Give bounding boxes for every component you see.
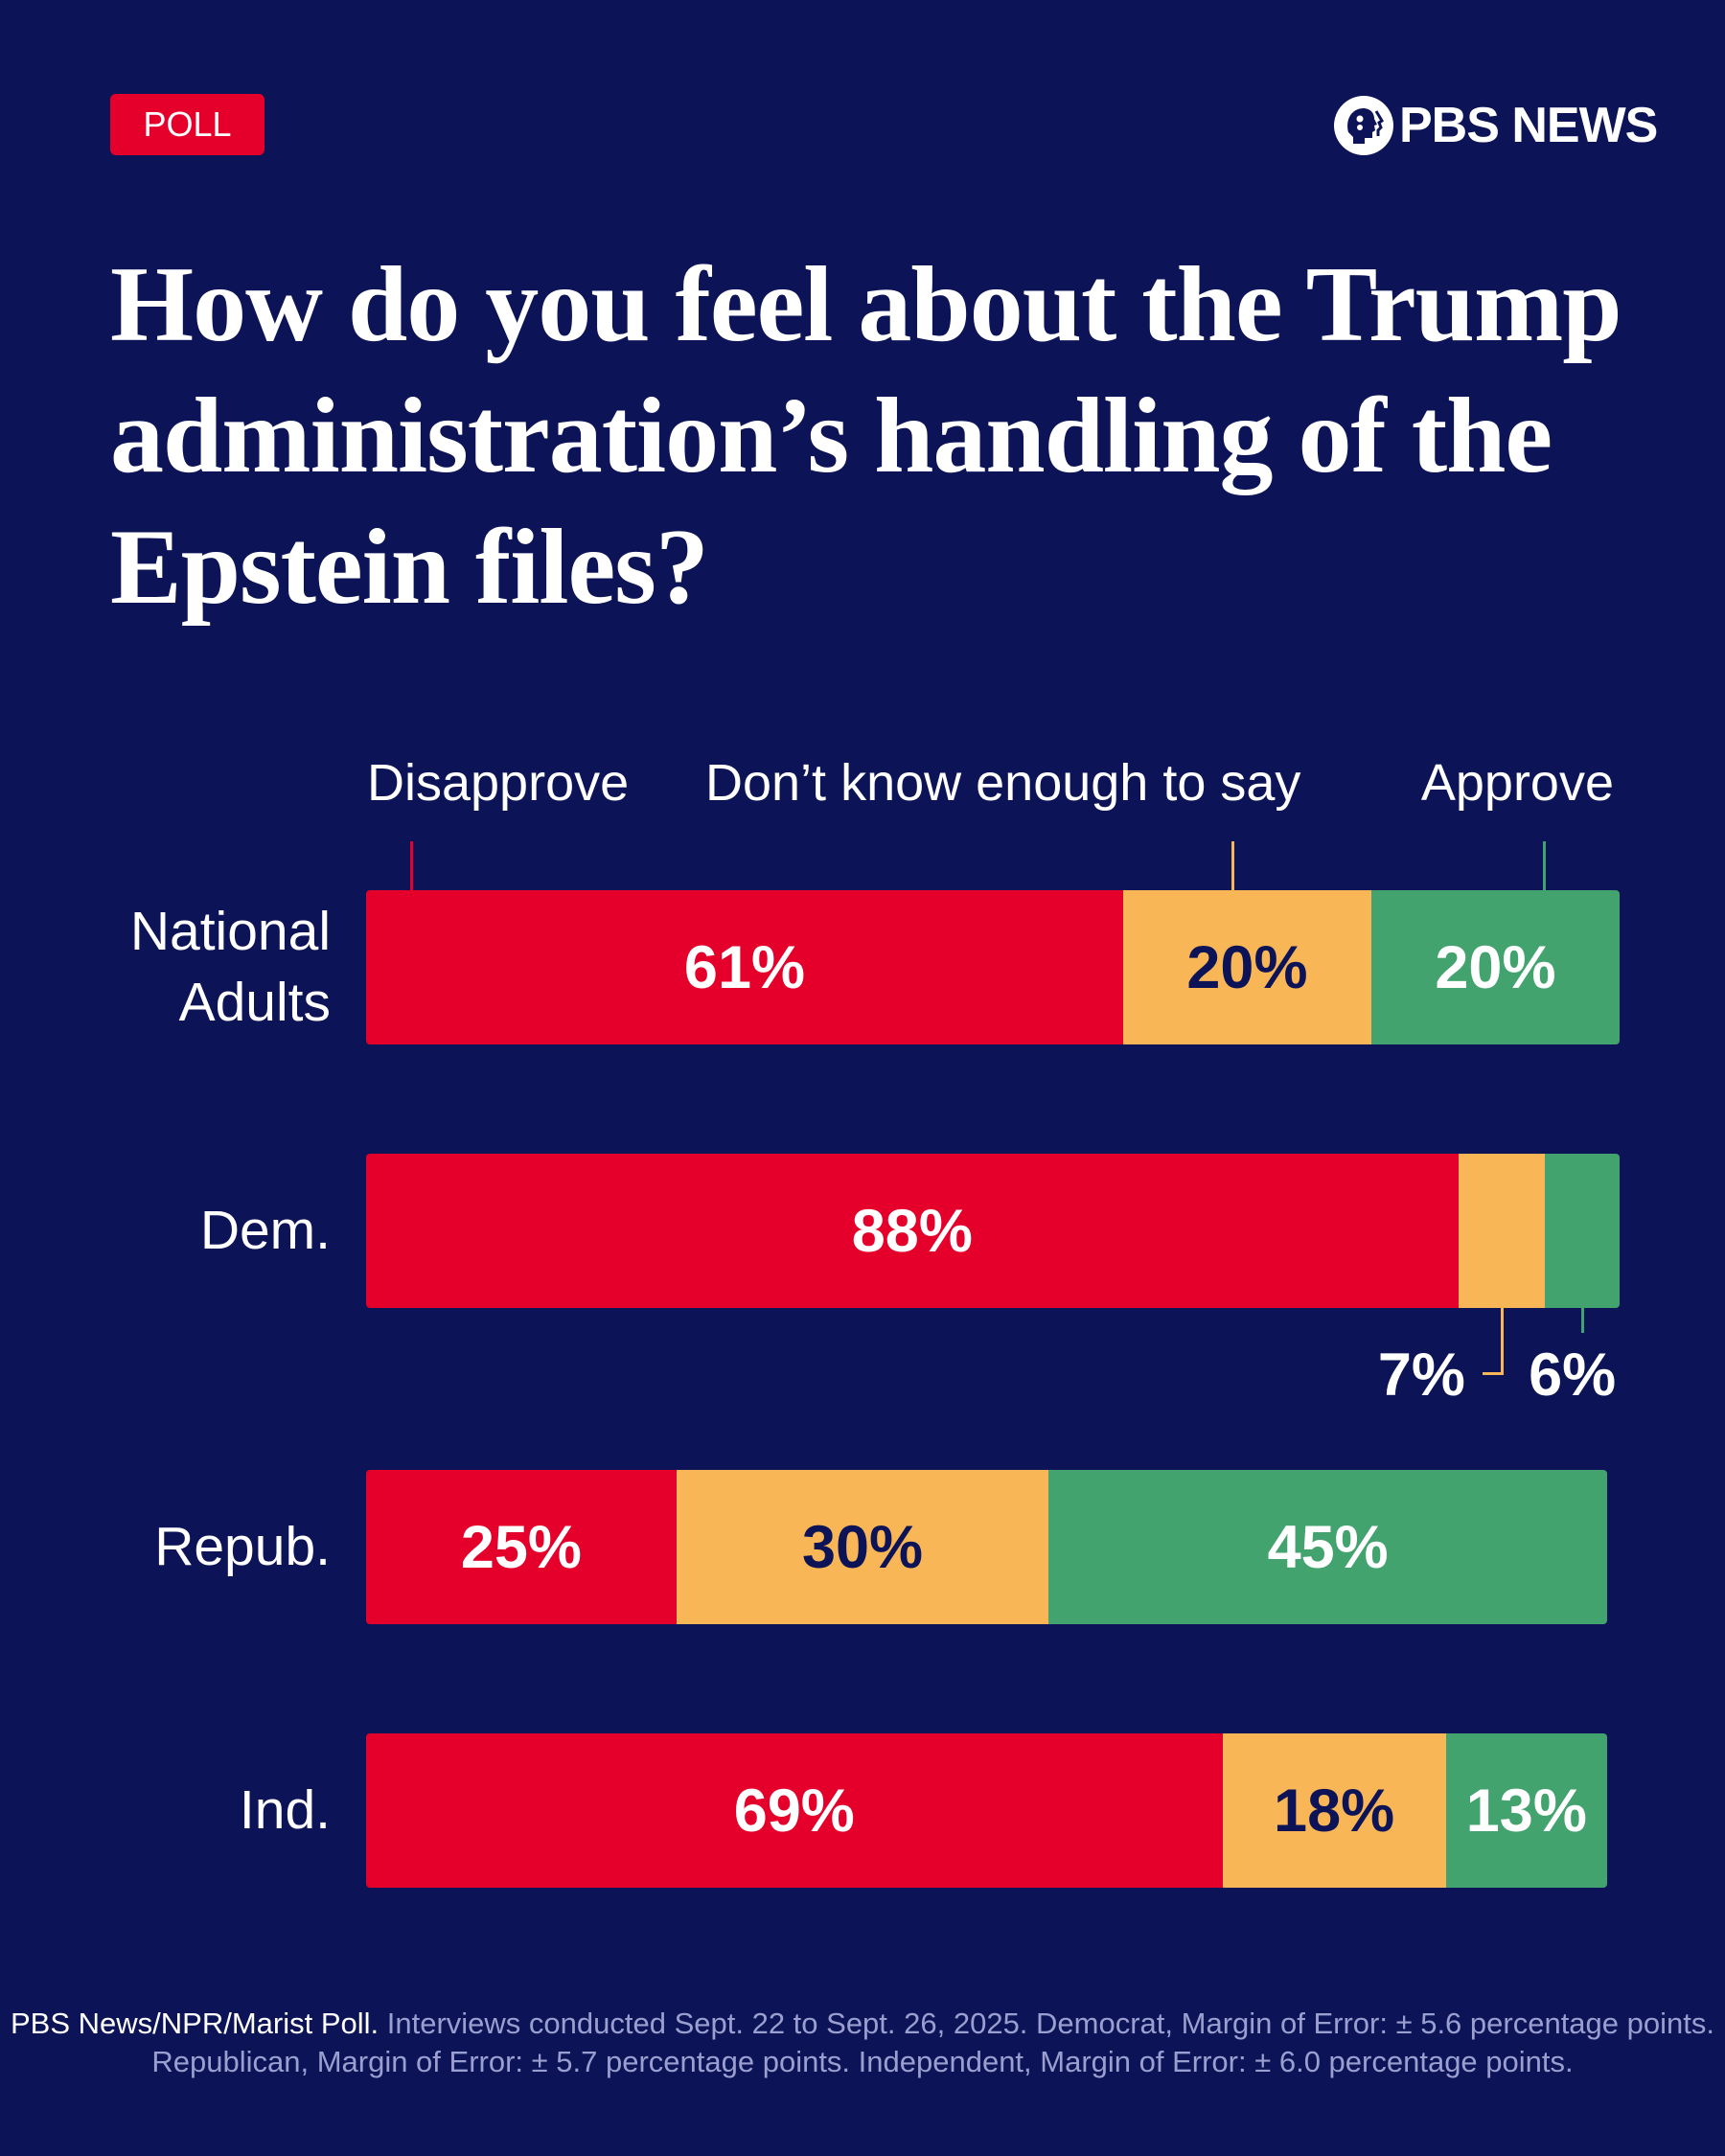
pbs-head-logo-icon [1334, 96, 1393, 155]
bar-segment: 25% [366, 1470, 677, 1624]
row-label: Repub. [154, 1516, 331, 1577]
bar-segment: 13% [1445, 1733, 1607, 1888]
chart-title: How do you feel about the Trump administ… [110, 245, 1622, 627]
legend-tick-dont-know [1231, 841, 1234, 890]
callout-line [1500, 1308, 1504, 1375]
bar-segment [1545, 1154, 1620, 1308]
bar-row: 61% 20% 20% [366, 890, 1620, 1044]
data-label: 6% [1529, 1342, 1617, 1409]
bar-segment: 61% [366, 890, 1123, 1044]
bar-row: 25% 30% 45% [366, 1470, 1607, 1624]
poll-badge: POLL [110, 94, 264, 155]
bar-segment: 20% [1122, 890, 1371, 1044]
footer-note: PBS News/NPR/Marist Poll. Interviews con… [0, 2005, 1725, 2081]
footer-source: PBS News/NPR/Marist Poll. [11, 2007, 380, 2040]
bar-segment: 45% [1048, 1470, 1607, 1624]
bar-row: 69% 18% 13% [366, 1733, 1607, 1888]
legend-tick-approve [1543, 841, 1546, 890]
legend-approve: Approve [1420, 754, 1614, 812]
bar-segment: 20% [1370, 890, 1620, 1044]
footer-details: Interviews conducted Sept. 22 to Sept. 2… [151, 2007, 1714, 2078]
row-label: Dem. [199, 1200, 331, 1261]
callout-line [1482, 1372, 1503, 1375]
row-label: National Adults [129, 901, 331, 1033]
bar-segment: 30% [676, 1470, 1049, 1624]
pbs-news-logo: PBS NEWS [1334, 96, 1658, 155]
legend-dont-know: Don’t know enough to say [705, 754, 1301, 812]
data-label: 7% [1377, 1342, 1465, 1409]
bar-segment [1458, 1154, 1546, 1308]
bar-segment: 69% [366, 1733, 1223, 1888]
bar-segment: 18% [1222, 1733, 1446, 1888]
legend-tick-disapprove [410, 841, 413, 890]
logo-text: PBS NEWS [1399, 98, 1658, 153]
callout-line [1581, 1308, 1585, 1333]
legend-disapprove: Disapprove [367, 754, 630, 812]
bar-segment: 88% [366, 1154, 1459, 1308]
bar-row: 88% [366, 1154, 1620, 1308]
row-label: Ind. [239, 1779, 331, 1841]
